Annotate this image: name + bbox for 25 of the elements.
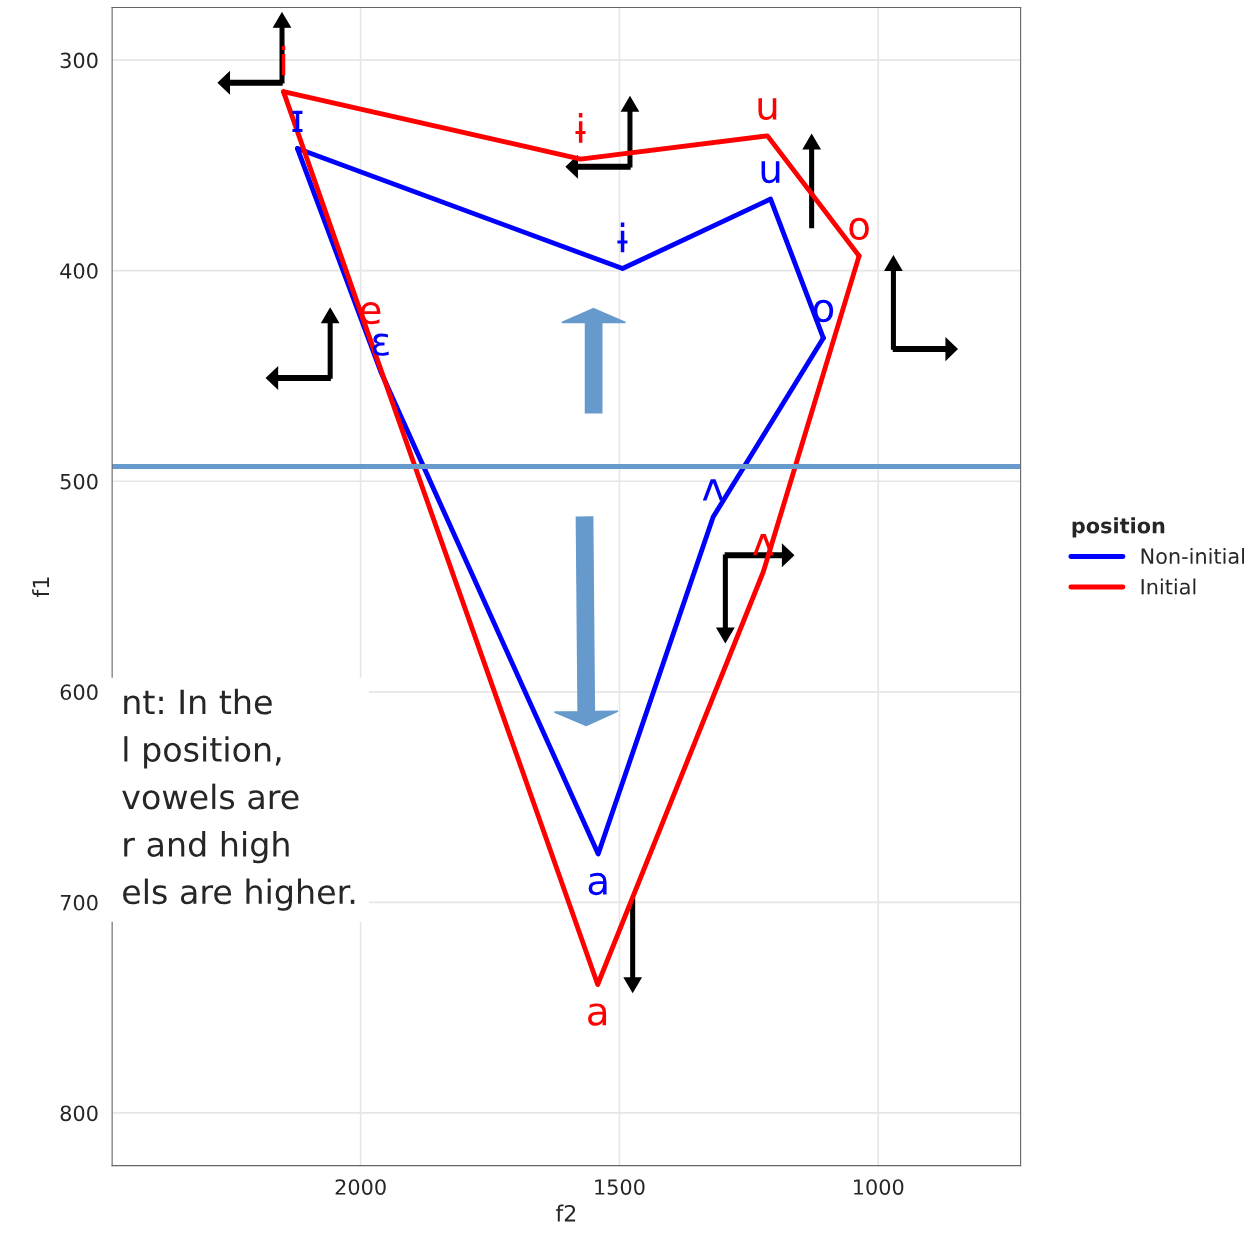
x-tick-label: 1500 [595, 1179, 645, 1195]
data-label: ʌ [702, 479, 724, 501]
y-tick-label: 300 [60, 52, 98, 69]
legend-label: Non-initial [1141, 547, 1244, 565]
data-label: u [758, 97, 777, 121]
y-axis-title: f1 [32, 577, 49, 597]
data-label: ɨ [575, 113, 586, 143]
y-tick-label: 600 [60, 684, 98, 701]
data-label: u [761, 160, 780, 184]
data-label: a [588, 872, 607, 896]
y-tick-label: 800 [60, 1105, 98, 1122]
data-label: ɨ [617, 222, 628, 253]
annotation: nt: In the l position, vowels are r and high els are higher. [122, 688, 355, 911]
x-tick-label: 2000 [335, 1179, 386, 1195]
data-label: ɛ [372, 333, 389, 356]
data-label: o [849, 217, 869, 241]
y-tick-label: 400 [60, 263, 98, 279]
x-axis-title: f2 [555, 1204, 576, 1222]
y-tick-label: 700 [60, 894, 98, 911]
y-tick-label: 500 [60, 473, 98, 490]
x-tick-label: 1000 [854, 1179, 904, 1195]
legend-label: Initial [1141, 578, 1196, 595]
data-label: i [281, 45, 286, 76]
data-label: a [588, 1003, 607, 1026]
legend-title: position [1072, 517, 1165, 538]
